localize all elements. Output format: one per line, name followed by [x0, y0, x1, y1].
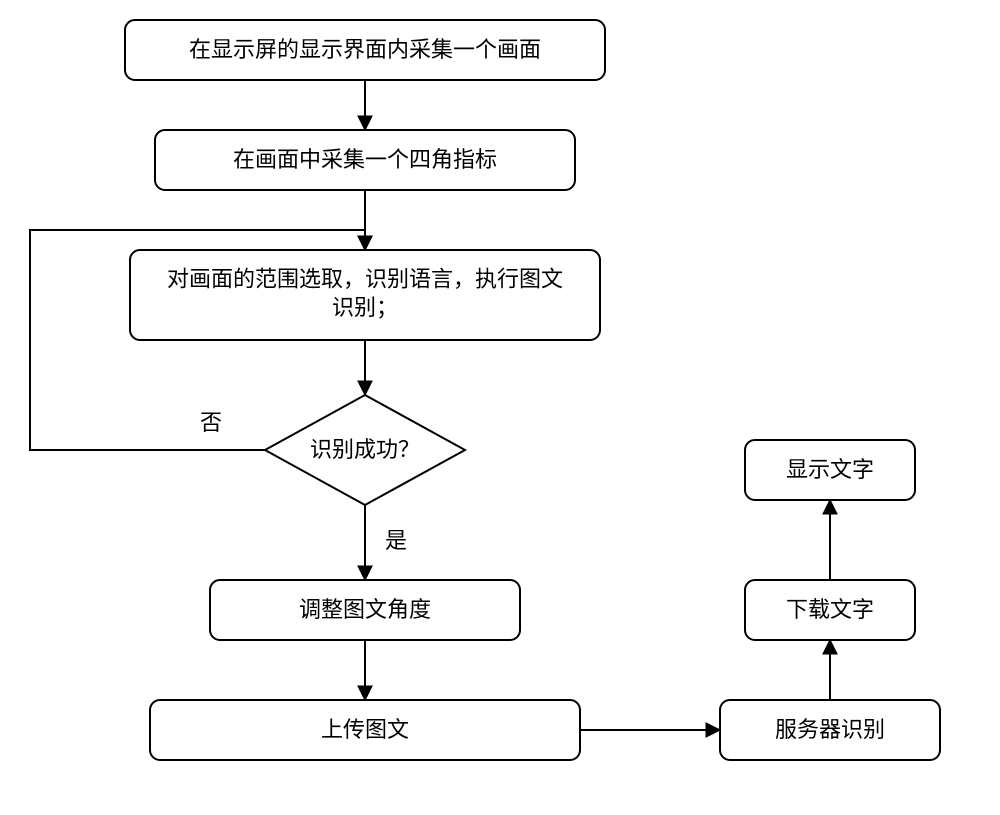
node-label: 显示文字 — [786, 457, 874, 482]
node-label: 上传图文 — [321, 717, 409, 742]
node-label-line: 识别； — [332, 295, 398, 320]
node-label: 识别成功？ — [310, 437, 420, 462]
edge-label: 否 — [200, 410, 222, 435]
node-label: 服务器识别 — [775, 717, 885, 742]
flowchart-canvas: 否是 在显示屏的显示界面内采集一个画面在画面中采集一个四角指标对画面的范围选取，识… — [0, 0, 1000, 815]
node-label: 下载文字 — [786, 597, 874, 622]
node-label-line: 对画面的范围选取，识别语言，执行图文 — [167, 267, 563, 292]
node-label: 在画面中采集一个四角指标 — [233, 147, 497, 172]
node-label: 在显示屏的显示界面内采集一个画面 — [189, 37, 541, 62]
node-label: 调整图文角度 — [299, 597, 431, 622]
edge-label: 是 — [385, 528, 407, 553]
